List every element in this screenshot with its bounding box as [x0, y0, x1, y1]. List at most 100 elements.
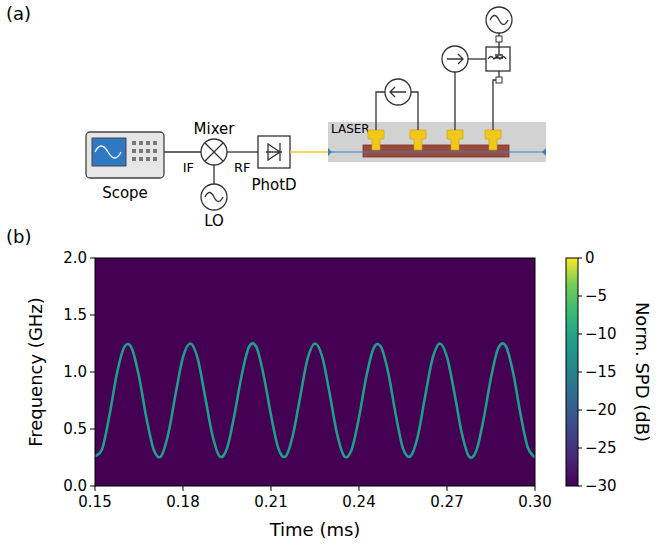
plot-area — [95, 343, 535, 457]
scope-button — [146, 149, 150, 153]
scope-button — [139, 157, 143, 161]
spectrogram-floor — [95, 258, 535, 486]
colorbar-tick-label: −25 — [585, 439, 617, 457]
scope-button — [139, 149, 143, 153]
electrode-pad — [485, 130, 501, 150]
wire — [164, 151, 201, 152]
mixer-x — [205, 143, 223, 161]
bias-tee — [486, 47, 510, 71]
panel-label: (a) — [6, 3, 31, 24]
colorbar-tick-label: −5 — [585, 287, 607, 305]
connector — [496, 77, 502, 83]
x-axis-title: Time (ms) — [269, 519, 361, 540]
x-tick — [95, 486, 96, 491]
y-tick — [90, 258, 95, 259]
lo — [201, 184, 227, 210]
bias-tee-symbol — [488, 47, 506, 59]
fiber — [290, 151, 328, 153]
photodiode-symbol — [266, 143, 282, 161]
current-source — [385, 79, 411, 105]
colorbar-tick — [578, 258, 582, 259]
current-arrow — [447, 54, 463, 64]
electrode-pad — [410, 130, 426, 150]
electrode-pad — [368, 130, 384, 150]
y-tick-label: 0.0 — [63, 477, 87, 495]
laser-axis — [328, 152, 546, 153]
lo-label: LO — [204, 212, 224, 230]
scope-button — [132, 157, 136, 161]
colorbar-tick-label: 0 — [585, 249, 595, 267]
x-tick — [447, 486, 448, 491]
colorbar-tick-label: −30 — [585, 477, 617, 495]
connector — [496, 36, 502, 42]
x-tick-label: 0.18 — [166, 493, 199, 511]
current-arrow — [390, 87, 406, 97]
scope-wave — [95, 146, 121, 158]
mixer-x — [205, 143, 223, 161]
wire — [213, 165, 214, 184]
current-source — [442, 46, 468, 72]
y-tick — [90, 372, 95, 373]
colorbar-tick-label: −15 — [585, 363, 617, 381]
colorbar-tick — [578, 448, 582, 449]
colorbar-tick-label: −20 — [585, 401, 617, 419]
scope-button — [146, 157, 150, 161]
y-tick-label: 1.5 — [63, 306, 87, 324]
colorbar-tick — [578, 486, 582, 487]
colorbar-title: Norm. SPD (dB) — [632, 302, 653, 442]
y-tick-label: 0.5 — [63, 420, 87, 438]
scope-button — [132, 141, 136, 145]
photodiode — [258, 136, 290, 168]
y-tick — [90, 486, 95, 487]
mixer — [201, 139, 227, 165]
wire — [227, 151, 258, 152]
signal-generator — [486, 7, 512, 33]
x-tick — [183, 486, 184, 491]
colorbar-tick — [578, 334, 582, 335]
y-tick — [90, 315, 95, 316]
y-tick-label: 2.0 — [63, 249, 87, 267]
electrode-pad — [447, 130, 463, 150]
wire — [468, 58, 486, 59]
x-tick — [359, 486, 360, 491]
facet — [328, 148, 546, 156]
plot-frame — [95, 258, 535, 486]
x-tick-label: 0.30 — [518, 493, 551, 511]
scope-body — [86, 132, 164, 178]
scope-button — [139, 141, 143, 145]
mixer-label: Mixer — [194, 120, 236, 138]
y-axis-title: Frequency (GHz) — [25, 297, 46, 447]
x-tick — [271, 486, 272, 491]
spectral-trace — [95, 343, 535, 457]
lo-wave — [205, 193, 223, 202]
if-label: IF — [183, 160, 194, 175]
x-tick-label: 0.15 — [78, 493, 111, 511]
scope-button — [153, 149, 157, 153]
scope-button — [132, 149, 136, 153]
y-tick-label: 1.0 — [63, 363, 87, 381]
photodiode-label: PhotD — [251, 176, 296, 194]
diagram: (a) Scope Mixer IF RF LO PhotD LASER — [6, 3, 546, 230]
x-tick-label: 0.24 — [342, 493, 375, 511]
panel-label: (b) — [6, 226, 31, 247]
scope-button — [153, 141, 157, 145]
x-tick-label: 0.27 — [430, 493, 463, 511]
colorbar-tick-label: −10 — [585, 325, 617, 343]
scope-label: Scope — [102, 184, 148, 202]
scope-button — [146, 141, 150, 145]
x-tick-label: 0.21 — [254, 493, 287, 511]
generator-wave — [490, 16, 508, 25]
wire — [454, 72, 455, 130]
y-tick — [90, 429, 95, 430]
scope-button — [153, 157, 157, 161]
colorbar-tick — [578, 410, 582, 411]
laser-chip — [328, 122, 546, 162]
laser-label: LASER — [331, 122, 370, 136]
figure: (a) Scope Mixer IF RF LO PhotD LASER (b) 0.15 0.18… — [0, 0, 663, 546]
x-tick — [535, 486, 536, 491]
rf-label: RF — [234, 160, 251, 175]
colorbar — [566, 258, 578, 486]
colorbar-tick — [578, 372, 582, 373]
colorbar-tick — [578, 296, 582, 297]
laser-waveguide — [363, 145, 509, 157]
